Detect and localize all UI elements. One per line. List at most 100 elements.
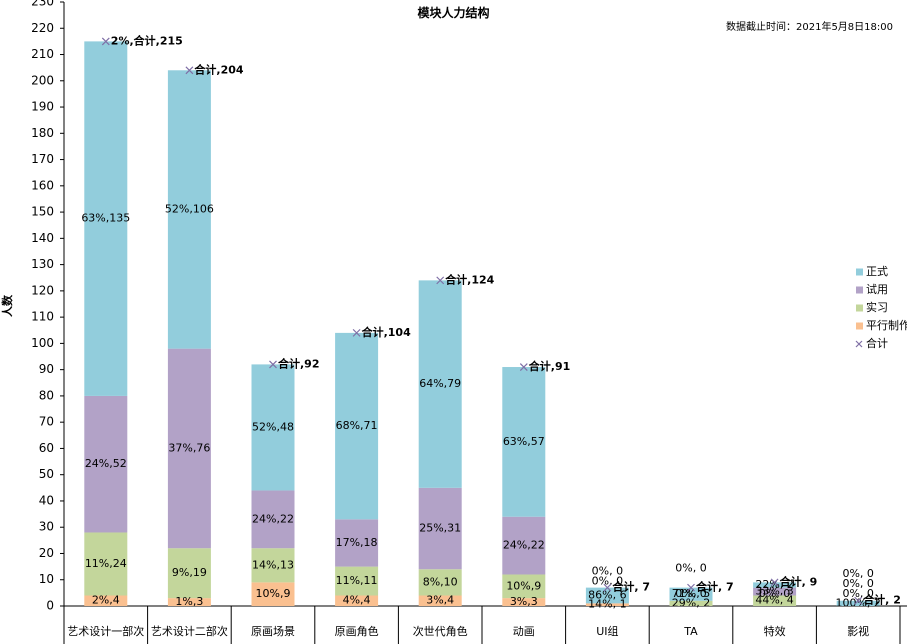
y-tick-label: 60	[39, 441, 54, 455]
bar-data-label: 64%,79	[419, 377, 461, 390]
chart-subtitle: 数据截止时间：2021年5月8日18:00	[726, 22, 893, 33]
bar-data-label: 37%,76	[168, 441, 210, 454]
total-marker	[519, 363, 528, 371]
total-marker	[436, 276, 445, 285]
bar-data-label: 1%,3	[175, 595, 203, 608]
y-tick-label: 140	[31, 231, 54, 245]
bar-segment-trial	[418, 487, 462, 570]
total-label: 合计,124	[445, 272, 494, 286]
bar-data-label: 11%,11	[336, 574, 378, 587]
y-tick-label: 0	[46, 599, 54, 613]
bar-data-label: 33%, 3	[755, 585, 793, 598]
legend-swatch	[856, 268, 863, 276]
legend-marker-total	[855, 340, 863, 348]
x-category-label: 特效	[764, 624, 786, 638]
bar-segment-intern	[502, 574, 546, 599]
y-tick-label: 90	[39, 362, 54, 376]
legend-label: 实习	[866, 300, 888, 314]
y-tick-label: 190	[31, 100, 54, 114]
bar-segment-regular	[335, 332, 379, 520]
total-marker	[687, 583, 695, 592]
total-marker	[269, 360, 277, 369]
y-tick-label: 120	[31, 283, 54, 297]
bar-segment-intern	[251, 548, 295, 583]
y-tick-label: 50	[39, 467, 54, 481]
bar-data-label: 0%, 0	[759, 587, 790, 600]
total-label: 合计,104	[362, 325, 411, 339]
y-tick-label: 170	[31, 152, 54, 166]
x-category-label: 影视	[847, 624, 869, 638]
total-label: 合计,204	[194, 62, 243, 76]
bar-data-label: 10%,9	[506, 579, 541, 592]
bar-data-label: 0%, 0	[842, 567, 873, 580]
x-category-label: 动画	[513, 625, 535, 638]
y-tick-label: 220	[31, 21, 54, 35]
bar-data-label: 63%,57	[503, 435, 545, 448]
bar-data-label: 68%,71	[336, 419, 378, 432]
bar-segment-trial	[753, 587, 797, 596]
legend-label: 试用	[866, 283, 888, 296]
bar-data-label: 52%,48	[252, 420, 294, 433]
total-label: 合计,92	[278, 356, 320, 370]
bar-data-label: 44%, 4	[755, 594, 793, 607]
bar-segment-regular	[418, 280, 462, 488]
bar-segment-regular	[502, 367, 546, 517]
bar-segment-parallel	[251, 582, 295, 606]
bar-segment-regular	[167, 70, 211, 349]
bar-data-label: 9%,19	[172, 566, 207, 579]
x-category-label: 原画场景	[251, 624, 295, 638]
bar-segment-intern	[84, 532, 128, 596]
total-label: 合计, 7	[696, 580, 734, 594]
total-marker	[770, 578, 779, 587]
bar-data-label: 52%,106	[165, 202, 214, 215]
bar-segment-intern	[167, 548, 211, 599]
total-label: 合计,91	[529, 359, 571, 373]
bar-segment-trial	[167, 348, 211, 549]
y-tick-label: 230	[31, 0, 54, 9]
total-label: 2%,合计,215	[111, 33, 183, 47]
bar-segment-regular	[585, 587, 629, 604]
bar-segment-parallel	[167, 598, 211, 606]
x-category-label: 艺术设计一部次	[67, 624, 144, 638]
x-category-label: 次世代角色	[413, 624, 468, 638]
bar-data-label: 100%, 2	[835, 596, 880, 609]
legend-swatch	[856, 304, 863, 312]
bar-data-label: 24%,22	[503, 539, 545, 552]
bar-data-label: 0%, 0	[842, 587, 873, 600]
bar-data-label: 0%, 0	[675, 562, 706, 575]
y-tick-label: 160	[31, 178, 54, 192]
total-label: 合计, 2	[863, 593, 901, 607]
bar-data-label: 29%, 2	[672, 596, 710, 609]
bar-segment-intern	[418, 569, 462, 596]
bar-data-label: 22%, 2	[755, 578, 793, 591]
x-category-label: 原画角色	[335, 624, 379, 638]
total-marker	[352, 328, 361, 337]
y-tick-label: 150	[31, 205, 54, 219]
y-tick-label: 80	[39, 388, 54, 402]
bar-segment-parallel	[418, 595, 462, 606]
legend-label: 平行制作	[866, 319, 907, 332]
y-tick-label: 210	[31, 47, 54, 61]
legend-swatch	[856, 322, 863, 330]
bar-segment-trial	[502, 516, 546, 575]
bar-data-label: 4%,4	[343, 594, 371, 607]
x-category-label: TA	[683, 625, 698, 638]
bar-data-label: 25%,31	[419, 522, 461, 535]
bar-segment-regular	[251, 364, 295, 491]
bar-data-label: 2%,4	[92, 594, 120, 607]
y-tick-label: 110	[31, 310, 54, 324]
bar-segment-intern	[753, 595, 797, 606]
bar-segment-intern	[335, 566, 379, 596]
bar-segment-parallel	[335, 595, 379, 606]
y-tick-label: 30	[39, 520, 54, 534]
bar-segment-regular	[84, 41, 128, 396]
bar-data-label: 10%,9	[256, 587, 291, 600]
bar-segment-trial	[251, 490, 295, 549]
y-tick-label: 10	[39, 572, 54, 586]
y-tick-label: 100	[31, 336, 54, 350]
y-axis-title: 人数	[0, 294, 14, 317]
total-marker	[101, 37, 110, 46]
bar-segment-regular	[753, 582, 797, 588]
